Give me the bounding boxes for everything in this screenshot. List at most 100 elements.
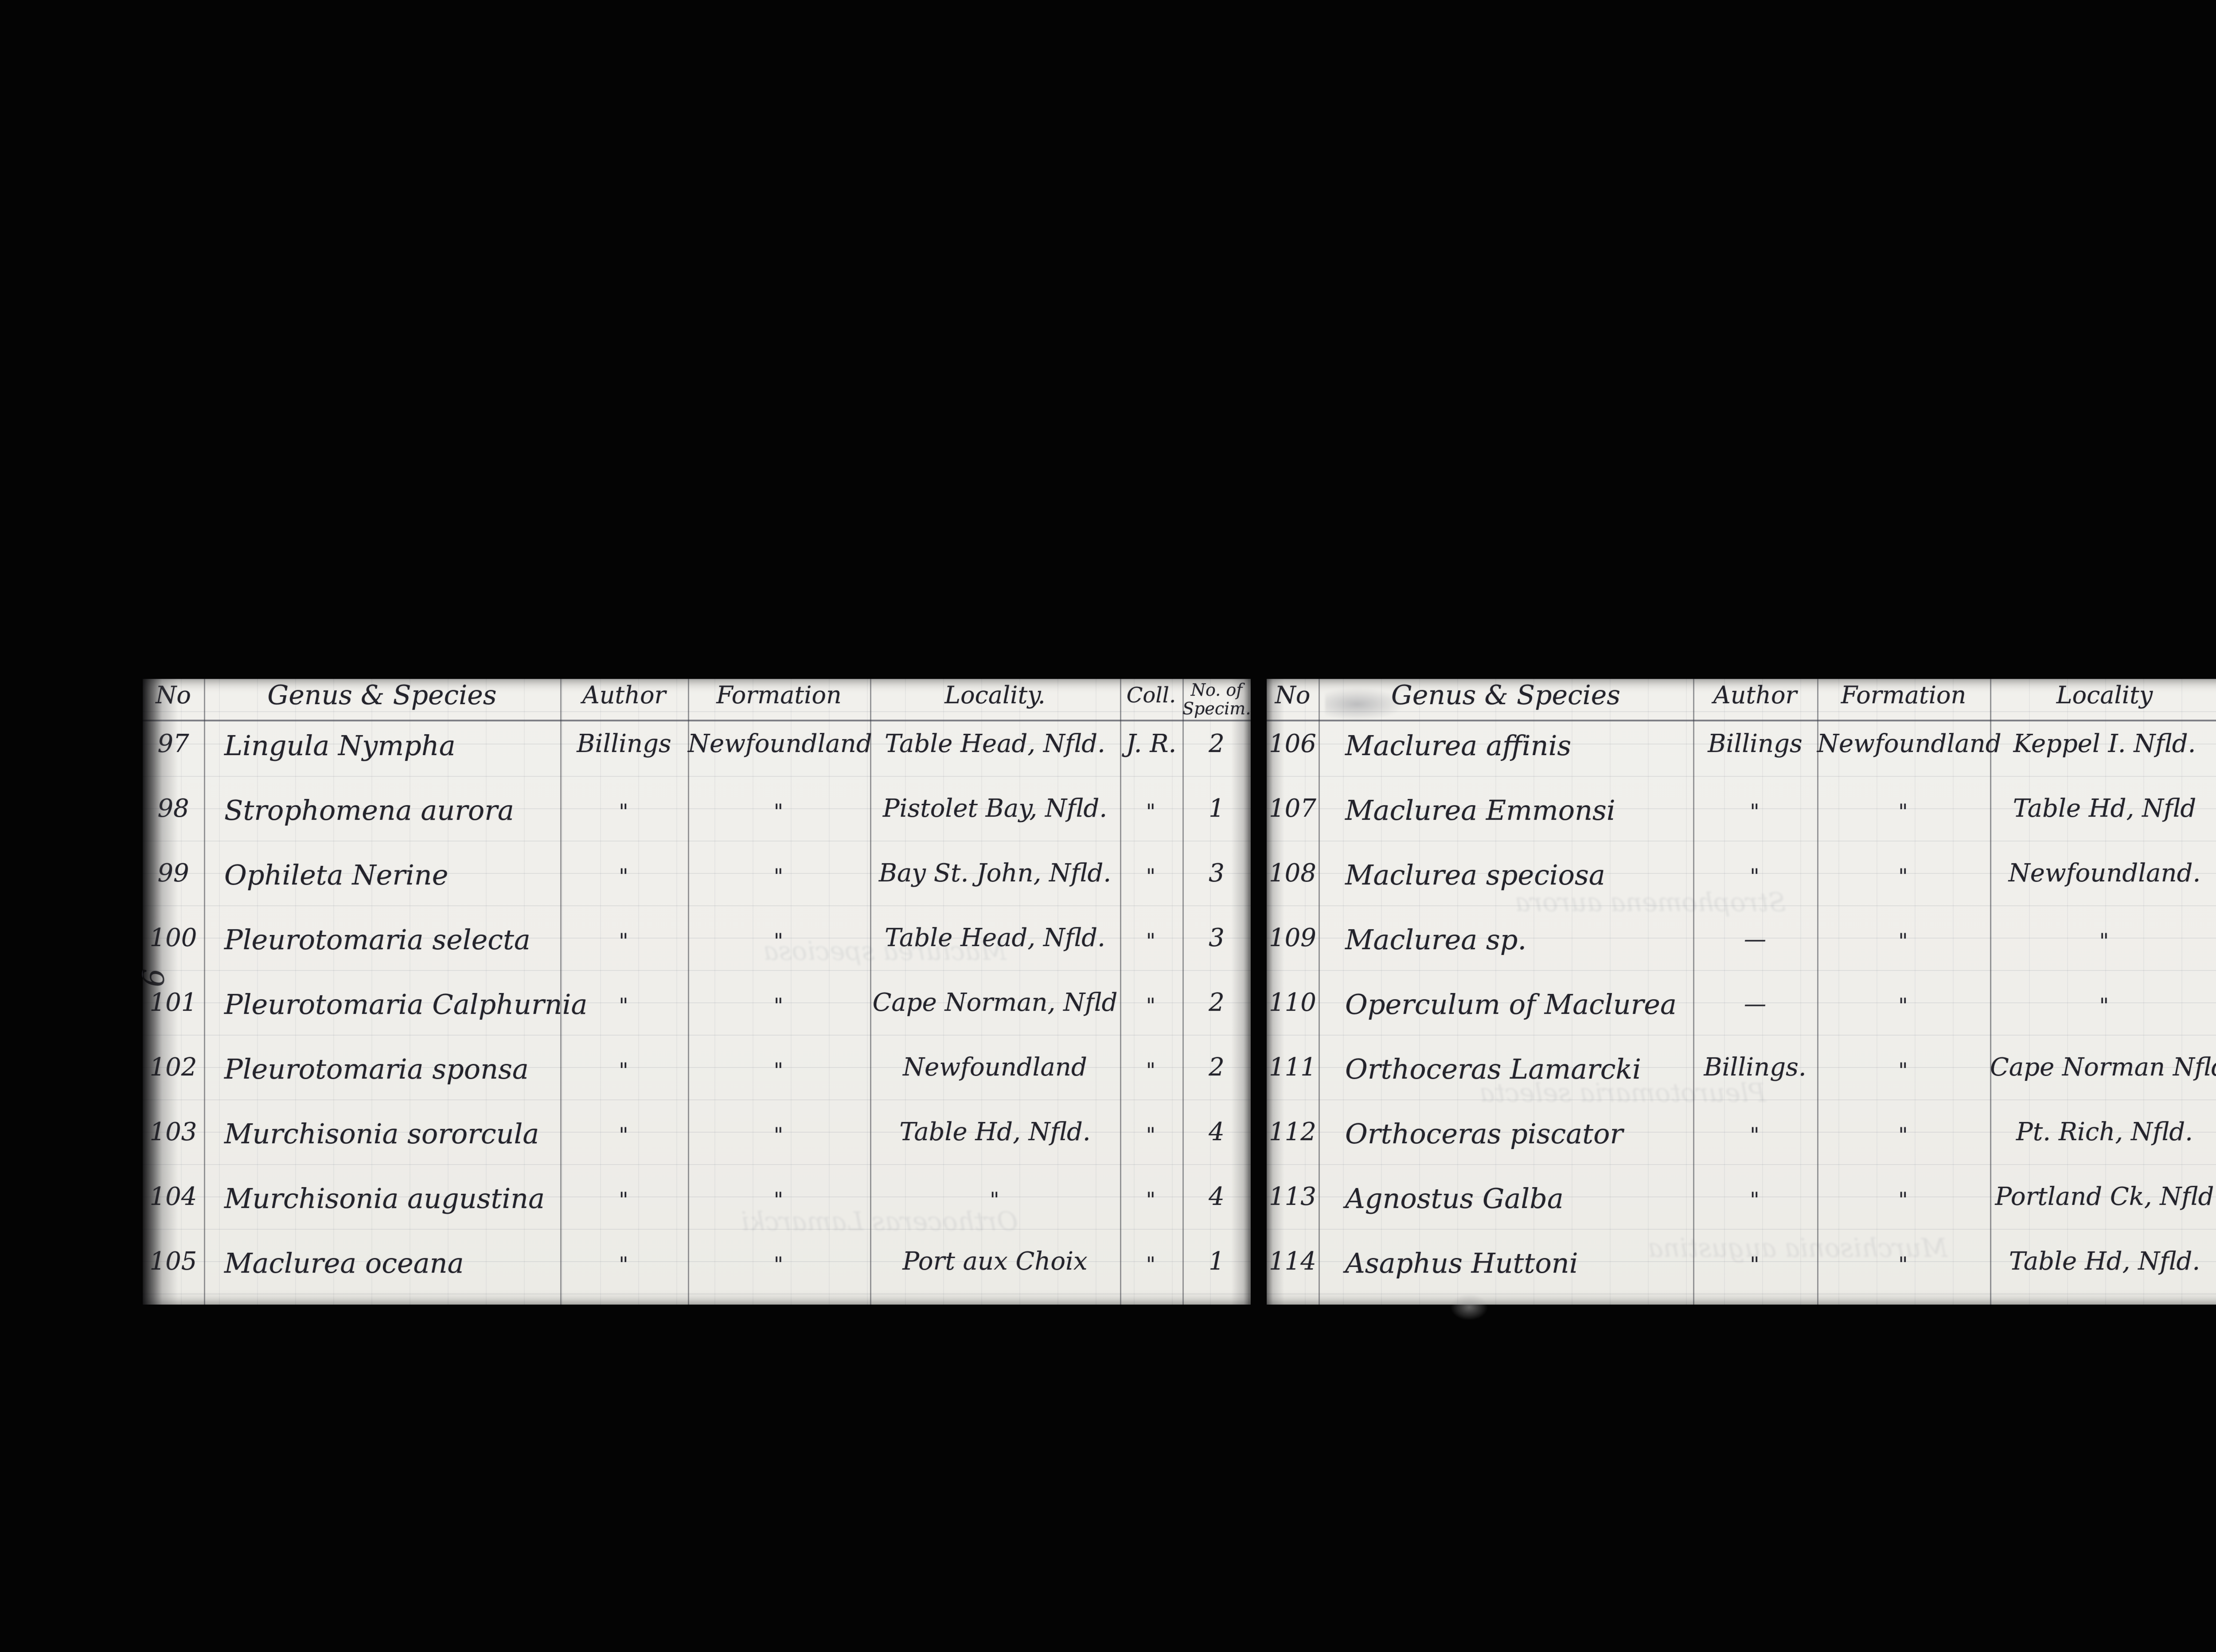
ledger-page-left: No Genus & Species Author Formation Loca… [137,679,1251,1305]
cell-locality: Pt. Rich, Nfld. [2016,1118,2193,1146]
cell-coll: " [1146,1123,1157,1147]
cell-author: " [619,864,629,888]
table-row: 105 Maclurea oceana " " Port aux Choix " 1 [143,1239,1251,1304]
header-specimens-line1: No. of [1190,680,1243,700]
cell-species: Pleurotomaria Calphurnia [224,988,588,1021]
cell-formation: Newfoundland [688,729,872,758]
cell-spec: 4 [1209,1118,1225,1146]
cell-locality: Portland Ck, Nfld [1995,1182,2214,1211]
cell-author: " [1750,1188,1760,1212]
header-formation: Formation [1841,681,1966,709]
cell-spec: 2 [1209,988,1225,1017]
cell-species: Agnostus Galba [1345,1182,1564,1215]
cell-locality: " [2099,994,2110,1017]
cell-author: Billings [1708,729,1802,758]
table-row: 106 Maclurea affinis Billings Newfoundland K… [1267,721,2216,786]
cell-no: 99 [157,859,189,888]
cell-formation: " [773,799,784,823]
cell-formation: " [773,864,784,888]
table-row: 104 Murchisonia augustina " " " " 4 [143,1174,1251,1239]
cell-formation: Newfoundland [1817,729,2001,758]
cell-formation: " [773,929,784,953]
cell-no: 111 [1269,1053,1316,1082]
table-row: 98 Strophomena aurora " " Pistolet Bay, Nfld… [143,786,1251,851]
cell-coll: " [1146,864,1157,888]
cell-locality: Cape Norman Nfld [1990,1053,2216,1082]
table-row: 101 Pleurotomaria Calphurnia " " Cape Norman… [143,980,1251,1045]
header-author: Author [1713,681,1797,709]
cell-spec: 1 [1209,794,1225,823]
ledger-page-right: No Genus & Species Author Formation Loca… [1267,679,2216,1305]
cell-species: Lingula Nympha [224,729,456,762]
cell-coll: " [1146,799,1157,823]
header-no: No [1275,681,1311,709]
cell-formation: " [1898,1123,1909,1147]
header-genus-species: Genus & Species [1391,680,1621,711]
cell-author: — [1744,991,1766,1017]
cell-spec: 2 [1209,1053,1225,1082]
cell-author: " [1750,1123,1760,1147]
cell-no: 101 [149,988,197,1017]
cell-formation: " [773,1252,784,1276]
table-row: 103 Murchisonia sororcula " " Table Hd, Nfld… [143,1110,1251,1174]
cell-formation: " [1898,1252,1909,1276]
cell-no: 107 [1269,794,1316,823]
cell-formation: " [773,1188,784,1212]
cell-locality: Port aux Choix [902,1247,1088,1276]
cell-species: Maclurea sp. [1345,923,1527,956]
cell-locality: Pistolet Bay, Nfld. [882,794,1108,823]
cell-locality: " [2099,929,2110,953]
cell-formation: " [773,1058,784,1082]
cell-species: Strophomena aurora [224,794,514,826]
cell-author: Billings. [1704,1053,1806,1082]
cell-species: Orthoceras Lamarcki [1345,1053,1641,1085]
rows-right: 106 Maclurea affinis Billings Newfoundland K… [1267,721,2216,1304]
cell-no: 97 [157,729,189,758]
cell-locality: " [990,1188,1000,1212]
cell-locality: Table Hd, Nfld [2013,794,2196,823]
cell-no: 112 [1269,1118,1316,1146]
cell-no: 110 [1269,988,1316,1017]
cell-coll: " [1146,1188,1157,1212]
header-locality: Locality. [944,681,1046,709]
header-coll: Coll. [1126,683,1176,708]
cell-formation: " [1898,799,1909,823]
cell-coll: " [1146,994,1157,1017]
cell-coll: J. R. [1126,729,1177,758]
cell-locality: Table Head, Nfld. [885,729,1105,758]
cell-locality: Keppel I. Nfld. [2013,729,2196,758]
cell-spec: 2 [1209,729,1225,758]
cell-coll: " [1146,1058,1157,1082]
table-row: 99 Ophileta Nerine " " Bay St. John, Nfld. " 3 [143,851,1251,916]
cell-species: Pleurotomaria selecta [224,923,531,956]
cell-no: 103 [149,1118,197,1146]
header-genus-species: Genus & Species [267,680,497,711]
cell-author: " [619,799,629,823]
header-specimens-line2: Specim. [1182,699,1251,718]
cell-no: 109 [1269,923,1316,952]
cell-no: 106 [1269,729,1316,758]
cell-coll: " [1146,1252,1157,1276]
cell-spec: 1 [1209,1247,1225,1276]
cell-species: Maclurea oceana [224,1247,464,1279]
cell-species: Maclurea Emmonsi [1345,794,1615,826]
cell-author: " [619,994,629,1017]
header-locality: Locality [2056,681,2153,709]
cell-locality: Bay St. John, Nfld. [878,859,1112,888]
cell-author: Billings [577,729,671,758]
cell-spec: 3 [1209,859,1225,888]
cell-spec: 4 [1209,1182,1225,1211]
cell-no: 105 [149,1247,197,1276]
cell-author: " [619,1188,629,1212]
cell-species: Murchisonia sororcula [224,1118,539,1150]
cell-species: Asaphus Huttoni [1345,1247,1578,1279]
cell-locality: Table Head, Nfld. [885,923,1105,952]
cell-spec: 3 [1209,923,1225,952]
cell-coll: " [1146,929,1157,953]
